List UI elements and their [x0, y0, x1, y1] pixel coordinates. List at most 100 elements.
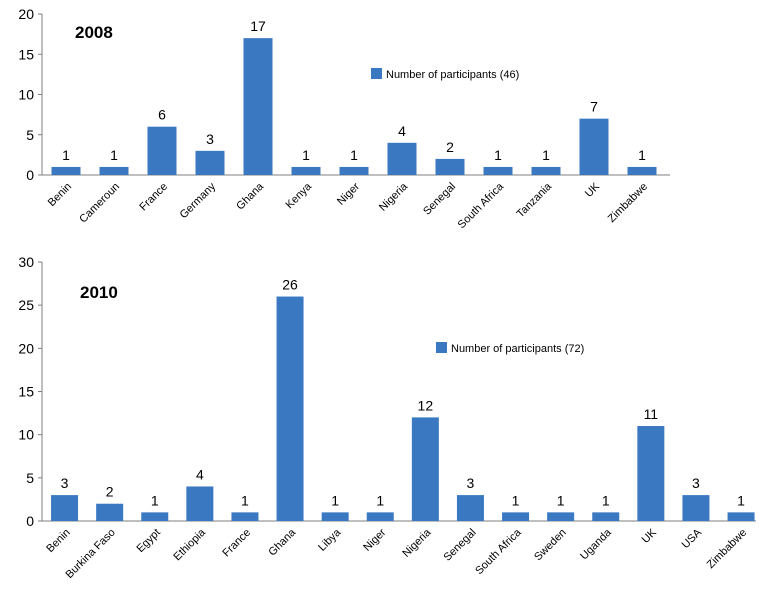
x-tick-label: Cameroun — [77, 181, 122, 226]
legend-label: Number of participants (72) — [451, 343, 584, 355]
x-tick-label: Germany — [178, 180, 219, 221]
value-label: 26 — [282, 277, 298, 293]
x-tick-label: Egypt — [134, 527, 162, 555]
x-tick-label: Ethiopia — [171, 526, 208, 563]
y-tick-label: 15 — [18, 384, 34, 400]
value-label: 1 — [737, 492, 745, 508]
x-tick-label: Zimbabwe — [705, 527, 749, 571]
x-tick-label: Sweden — [532, 527, 569, 564]
bar — [51, 495, 79, 521]
x-tick-label: Senegal — [421, 181, 458, 218]
x-tick-label: Benin — [46, 181, 74, 209]
legend: Number of participants (46) — [371, 68, 519, 81]
y-tick-label: 0 — [26, 513, 34, 529]
x-tick-label: Senegal — [442, 527, 479, 564]
legend-swatch — [371, 68, 382, 79]
bar — [291, 166, 321, 175]
y-tick-label: 15 — [18, 46, 34, 62]
value-label: 1 — [602, 492, 610, 508]
bar — [502, 512, 530, 521]
x-tick-label: UK — [640, 526, 660, 546]
x-tick-label: USA — [680, 526, 705, 551]
bar — [592, 512, 620, 521]
value-label: 1 — [331, 492, 339, 508]
value-label: 1 — [350, 147, 358, 163]
legend-label: Number of participants (46) — [386, 69, 519, 81]
bar — [456, 495, 484, 521]
bar — [96, 503, 124, 521]
bar — [147, 126, 177, 175]
value-label: 1 — [557, 492, 565, 508]
value-label: 1 — [512, 492, 520, 508]
value-label: 3 — [467, 475, 475, 491]
chart-2008: 2008 Number of participants (46) 0 5 10 15 2… — [18, 6, 670, 231]
x-tick-label: Nigeria — [400, 526, 434, 560]
y-tick-label: 30 — [18, 254, 34, 270]
bar — [321, 512, 349, 521]
x-tick-label: Tanzania — [514, 180, 554, 220]
x-tick-label: Benin — [44, 527, 72, 555]
chart-title: 2008 — [75, 23, 113, 42]
bar — [339, 166, 369, 175]
bar — [682, 495, 710, 521]
value-label: 3 — [692, 475, 700, 491]
y-tick-label: 10 — [18, 427, 34, 443]
value-label: 1 — [494, 147, 502, 163]
bar — [547, 512, 575, 521]
bars — [51, 38, 657, 176]
y-tick-label: 0 — [26, 167, 34, 183]
y-tick-label: 25 — [18, 297, 34, 313]
x-tick-label: Niger — [361, 526, 388, 553]
value-label: 7 — [590, 99, 598, 115]
y-tick-label: 20 — [18, 6, 34, 22]
bars — [51, 296, 755, 521]
bar — [99, 166, 129, 175]
bar — [231, 512, 259, 521]
bar — [531, 166, 561, 175]
value-label: 2 — [106, 484, 114, 500]
y-tick-labels: 0 5 10 15 20 — [18, 6, 42, 183]
bar — [387, 142, 417, 175]
bar — [637, 426, 665, 521]
chart-title: 2010 — [80, 283, 118, 302]
chart-2010: 2010 Number of participants (72) 0 5 10 15 2… — [18, 254, 756, 581]
x-tick-label: Kenya — [284, 180, 315, 211]
y-tick-label: 10 — [18, 87, 34, 103]
value-label: 1 — [62, 147, 70, 163]
value-label: 12 — [418, 397, 434, 413]
bar — [366, 512, 394, 521]
y-tick-label: 20 — [18, 340, 34, 356]
value-label: 2 — [446, 139, 454, 155]
x-tick-label: Ghana — [266, 526, 298, 558]
x-tick-label: Libya — [316, 526, 344, 554]
value-label: 3 — [206, 131, 214, 147]
bar — [276, 296, 304, 521]
value-label: 11 — [644, 406, 659, 422]
value-label: 4 — [196, 466, 204, 482]
bar — [243, 38, 273, 176]
bar — [483, 166, 513, 175]
y-tick-label: 5 — [26, 127, 34, 143]
value-label: 6 — [158, 107, 166, 123]
value-label: 1 — [638, 147, 646, 163]
value-label: 1 — [302, 147, 310, 163]
x-tick-label: Nigeria — [377, 180, 411, 214]
bar — [727, 512, 755, 521]
x-tick-label: South Africa — [473, 526, 524, 577]
y-tick-labels: 0 5 10 15 20 25 30 — [18, 254, 42, 529]
value-label: 4 — [398, 123, 406, 139]
value-label: 1 — [151, 492, 159, 508]
value-label: 3 — [61, 475, 69, 491]
bar — [195, 150, 225, 175]
value-label: 1 — [376, 492, 384, 508]
x-tick-label: Zimbabwe — [606, 181, 650, 225]
x-tick-labels: Benin Cameroun France Germany Ghana Kenya Nige… — [46, 180, 650, 231]
bar — [51, 166, 81, 175]
legend-swatch — [436, 342, 447, 353]
y-tick-label: 5 — [26, 470, 34, 486]
bar — [627, 166, 657, 175]
